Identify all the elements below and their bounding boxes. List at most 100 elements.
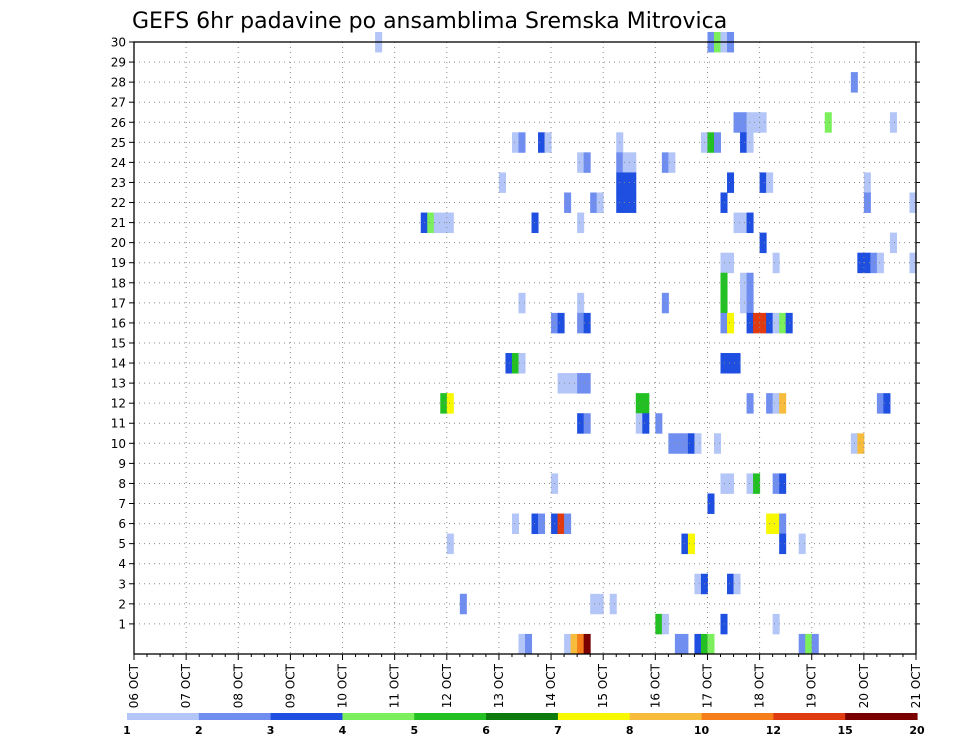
heatmap-cell	[518, 353, 526, 374]
heatmap-cell	[661, 152, 669, 173]
legend-label: 6	[482, 724, 490, 737]
y-tick-label: 30	[111, 36, 126, 50]
legend-label: 12	[766, 724, 781, 737]
x-tick-label: 13 OCT	[492, 663, 506, 708]
heatmap-cell	[727, 252, 735, 274]
heatmap-cell	[661, 613, 669, 635]
heatmap-cell	[727, 353, 735, 374]
y-tick-label: 3	[118, 577, 126, 591]
y-tick-label: 5	[118, 537, 126, 551]
heatmap-cell	[870, 252, 878, 274]
legend-swatch	[845, 713, 918, 720]
heatmap-cell	[772, 513, 780, 535]
chart-title: GEFS 6hr padavine po ansamblima Sremska …	[132, 9, 727, 34]
y-tick-label: 10	[111, 437, 126, 451]
heatmap-cell	[687, 533, 695, 555]
heatmap-cell	[525, 633, 533, 655]
heatmap-cell	[753, 312, 761, 334]
x-tick-label: 18 OCT	[753, 663, 767, 708]
y-tick-label: 28	[111, 76, 126, 90]
heatmap-cell	[583, 413, 591, 434]
y-tick-label: 13	[111, 377, 126, 391]
legend-label: 7	[554, 724, 562, 737]
heatmap-cell	[531, 513, 539, 535]
heatmap-cell	[740, 212, 748, 234]
heatmap-cell	[772, 613, 780, 635]
y-tick-label: 6	[118, 517, 126, 531]
heatmap-cells	[375, 31, 917, 655]
heatmap-cell	[538, 513, 546, 535]
x-axis: 06 OCT 07 OCT 08 OCT 09 OCT 10 OCT 11 OCT 12 O…	[127, 654, 923, 708]
heatmap-cell	[707, 493, 715, 514]
legend-label: 15	[838, 724, 853, 737]
y-tick-label: 21	[111, 216, 126, 230]
heatmap-cell	[544, 132, 552, 153]
y-tick-label: 27	[111, 96, 126, 110]
heatmap-cell	[511, 513, 519, 535]
heatmap-cell	[811, 633, 819, 655]
legend-swatch	[127, 713, 200, 720]
heatmap-cell	[733, 573, 741, 595]
legend-label: 1	[123, 724, 131, 737]
x-tick-label: 08 OCT	[231, 663, 245, 708]
heatmap-cell	[596, 593, 604, 615]
heatmap-cell	[753, 473, 761, 494]
heatmap-cell	[564, 192, 572, 213]
heatmap-cell	[746, 393, 754, 414]
heatmap-cell	[622, 152, 630, 173]
heatmap-cell	[727, 312, 735, 334]
heatmap-cell	[681, 633, 689, 655]
legend-label: 10	[694, 724, 710, 737]
x-tick-label: 21 OCT	[909, 663, 923, 708]
heatmap-cell	[583, 312, 591, 334]
heatmap-cell	[557, 373, 565, 394]
heatmap-cell	[583, 152, 591, 173]
legend-swatch	[557, 713, 631, 720]
heatmap-cell	[661, 292, 669, 314]
heatmap-cell	[909, 192, 917, 213]
heatmap-cell	[779, 312, 787, 334]
heatmap-cell	[727, 172, 735, 193]
heatmap-cell	[876, 252, 884, 274]
heatmap-cell	[779, 393, 787, 414]
y-tick-label: 29	[111, 56, 126, 70]
y-tick-label: 2	[118, 597, 126, 611]
legend-label: 3	[267, 724, 275, 737]
legend-label: 5	[410, 724, 418, 737]
heatmap-cell	[798, 533, 806, 555]
heatmap-cell	[687, 433, 695, 454]
heatmap-cell	[577, 633, 585, 655]
y-tick-label: 11	[111, 417, 126, 431]
legend-swatch	[342, 713, 415, 720]
y-tick-label: 14	[111, 357, 126, 371]
y-tick-label: 4	[118, 557, 126, 571]
heatmap-cell	[713, 433, 721, 454]
heatmap-cell	[557, 513, 565, 535]
heatmap-cell	[740, 132, 748, 153]
heatmap-cell	[746, 473, 754, 494]
heatmap-cell	[727, 473, 735, 494]
heatmap-cell	[577, 152, 585, 173]
heatmap-cell	[577, 413, 585, 434]
heatmap-cell	[713, 132, 721, 153]
heatmap-cell	[622, 192, 630, 213]
heatmap-cell	[740, 292, 748, 314]
y-tick-label: 26	[111, 116, 126, 130]
heatmap-cell	[596, 192, 604, 213]
heatmap-cell	[733, 112, 741, 133]
y-tick-label: 25	[111, 136, 126, 150]
heatmap-cell	[498, 172, 506, 193]
heatmap-cell	[655, 413, 663, 434]
heatmap-cell	[622, 172, 630, 193]
heatmap-cell	[642, 413, 650, 434]
heatmap-cell	[433, 212, 441, 234]
heatmap-cell	[655, 613, 663, 635]
heatmap-cell	[857, 252, 865, 274]
y-tick-label: 18	[111, 276, 126, 290]
legend-label: 4	[339, 724, 347, 737]
x-tick-label: 14 OCT	[544, 663, 558, 708]
heatmap-cell	[446, 533, 454, 555]
heatmap-cell	[440, 212, 448, 234]
y-tick-label: 20	[111, 236, 126, 250]
legend-swatch	[270, 713, 344, 720]
